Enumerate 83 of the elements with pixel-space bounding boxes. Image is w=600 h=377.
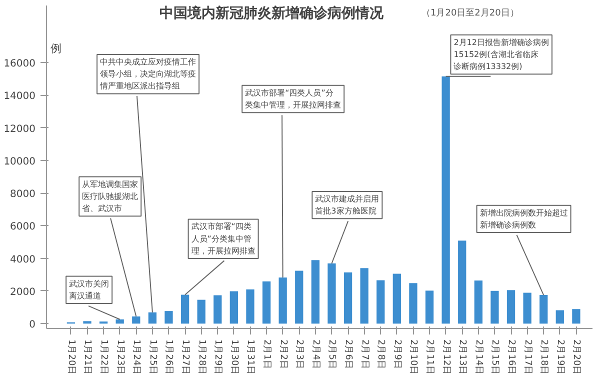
x-tick-label: 2月5日 — [326, 340, 337, 369]
x-tick-label: 2月6日 — [343, 340, 354, 369]
x-tick-label: 1月27日 — [180, 340, 190, 375]
bar — [148, 312, 157, 324]
bar — [392, 274, 401, 324]
annotation: 2月12日报告新增确诊病例15152例(含湖北省临床诊断病例13332例) — [454, 38, 549, 72]
x-tick-label: 2月3日 — [294, 340, 304, 369]
x-tick-label: 2月14日 — [473, 340, 484, 375]
x-tick-label: 2月9日 — [392, 340, 402, 369]
x-tick-label: 2月8日 — [376, 340, 386, 369]
x-tick-label: 2月7日 — [359, 340, 370, 369]
annotation: 中共中央成立应对疫情工作领导小组，决定向湖北等疫情严重地区派出指导组 — [99, 57, 196, 91]
bar — [295, 270, 304, 324]
bar — [246, 289, 254, 324]
y-tick-label: 6000 — [10, 222, 36, 233]
x-tick-label: 2月10日 — [408, 340, 418, 375]
bar — [116, 319, 124, 324]
bar — [409, 283, 418, 324]
bar — [164, 311, 173, 324]
annotation: 武汉市关闭离汉通道 — [69, 279, 110, 300]
x-tick-label: 1月20日 — [66, 340, 76, 375]
bar — [328, 263, 336, 324]
y-tick-label: 14000 — [4, 91, 36, 102]
y-tick-label: 4000 — [10, 254, 36, 266]
x-tick-label: 1月26日 — [164, 340, 174, 375]
y-tick-label: 8000 — [10, 189, 36, 200]
x-tick-label: 2月20日 — [571, 340, 582, 375]
bar — [344, 272, 352, 324]
annotation: 武汉市建成并启用首批3家方舱医院 — [315, 194, 380, 216]
bar — [214, 295, 222, 324]
bar — [180, 294, 190, 324]
annotation: 武汉市部署“四类人员”分类集中管理，开展拉网排查 — [245, 88, 342, 110]
y-tick-label: 10000 — [4, 156, 36, 168]
bar — [230, 291, 238, 324]
x-tick-label: 2月19日 — [554, 340, 565, 375]
bar — [278, 277, 287, 324]
chart-subtitle: （1月20日至2月20日） — [422, 8, 519, 18]
x-tick-label: 1月23日 — [114, 340, 125, 375]
bar — [572, 309, 580, 324]
y-tick-label: 2000 — [10, 286, 36, 298]
bar — [458, 240, 466, 324]
x-tick-label: 2月13日 — [457, 340, 468, 375]
x-tick-label: 2月15日 — [490, 340, 500, 375]
x-tick-label: 2月1日 — [262, 340, 272, 369]
bar — [490, 290, 499, 324]
annotation: 从军地调集国家医疗队驰援湖北省、武汉市 — [82, 180, 138, 214]
y-tick-label: 0 — [29, 320, 36, 331]
y-tick-label: 16000 — [4, 58, 36, 70]
x-tick-label: 1月31日 — [245, 340, 256, 375]
y-tick-label: 12000 — [4, 124, 36, 135]
bar — [506, 290, 516, 324]
bar — [376, 280, 385, 324]
annotation: 新增出院病例数开始超过新增确诊病例数 — [480, 208, 568, 230]
x-tick-label: 2月18日 — [538, 340, 549, 375]
x-tick-label: 2月12日 — [440, 340, 451, 375]
x-tick-label: 2月11日 — [424, 340, 435, 375]
x-tick-label: 1月30日 — [228, 340, 239, 375]
bar — [262, 281, 271, 324]
bar — [540, 295, 548, 324]
bar — [523, 292, 532, 324]
bar — [360, 268, 368, 324]
bar — [474, 280, 482, 324]
x-tick-label: 2月4日 — [310, 340, 320, 369]
bar — [197, 300, 206, 324]
bar — [83, 321, 92, 324]
x-tick-label: 2月17日 — [522, 340, 532, 375]
x-tick-label: 2月16日 — [506, 340, 516, 375]
bar — [132, 316, 140, 324]
annotation: 武汉市部署“四类人员”分类集中管理，开展拉网排查 — [191, 222, 256, 256]
bar — [99, 321, 108, 324]
x-tick-label: 1月25日 — [147, 340, 158, 375]
x-tick-label: 1月28日 — [196, 340, 206, 375]
bar — [556, 310, 564, 324]
x-tick-label: 1月21日 — [82, 340, 92, 375]
bar — [442, 76, 450, 324]
y-axis-title: 例 — [50, 42, 62, 56]
bar — [425, 290, 434, 324]
x-tick-label: 1月29日 — [212, 340, 223, 375]
x-tick-label: 1月24日 — [131, 340, 142, 375]
chart-title: 中国境内新冠肺炎新增确诊病例情况 — [160, 4, 384, 22]
bar — [311, 260, 320, 324]
x-tick-label: 2月2日 — [278, 340, 288, 369]
x-tick-label: 1月22日 — [98, 340, 109, 375]
